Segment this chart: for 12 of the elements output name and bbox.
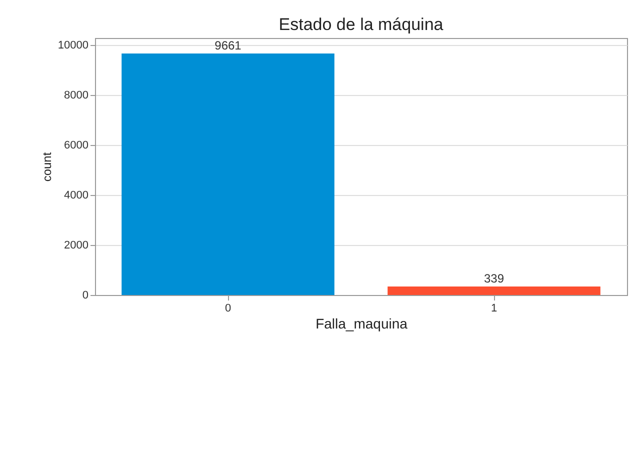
- y-axis-title: count: [40, 152, 54, 182]
- x-tick-label: 1: [490, 302, 498, 314]
- chart-title: Estado de la máquina: [278, 15, 444, 34]
- data-label: 339: [484, 272, 504, 286]
- x-axis-title: Falla_maquina: [316, 316, 408, 332]
- y-tick-label: 10000: [58, 40, 88, 52]
- y-tick-label: 4000: [64, 190, 88, 202]
- y-tick-label: 2000: [64, 240, 88, 252]
- y-tick-label: 0: [82, 290, 88, 302]
- y-tick-label: 8000: [64, 90, 88, 102]
- data-label: 9661: [214, 38, 242, 52]
- y-tick-label: 6000: [64, 140, 88, 152]
